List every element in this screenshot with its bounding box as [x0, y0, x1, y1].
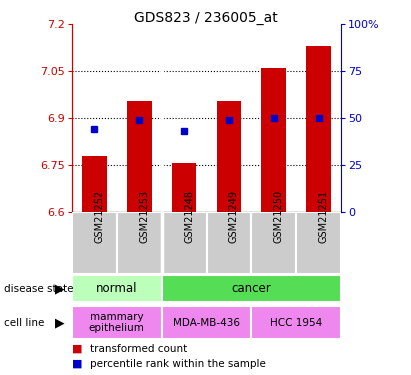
Bar [72, 306, 162, 339]
Text: HCC 1954: HCC 1954 [270, 318, 322, 327]
Text: GSM21250: GSM21250 [274, 190, 284, 243]
Text: disease state: disease state [4, 284, 74, 294]
Text: cell line: cell line [4, 318, 44, 327]
Text: GSM21252: GSM21252 [95, 190, 104, 243]
Bar [162, 275, 341, 302]
Text: GDS823 / 236005_at: GDS823 / 236005_at [134, 11, 277, 25]
Text: ■: ■ [72, 359, 83, 369]
Bar [261, 68, 286, 212]
Bar [252, 306, 341, 339]
Text: transformed count: transformed count [90, 344, 188, 354]
Text: GSM21249: GSM21249 [229, 190, 239, 243]
Bar [217, 101, 241, 212]
Bar [162, 306, 252, 339]
Text: ▶: ▶ [55, 282, 65, 295]
Text: MDA-MB-436: MDA-MB-436 [173, 318, 240, 327]
Text: percentile rank within the sample: percentile rank within the sample [90, 359, 266, 369]
Text: GSM21248: GSM21248 [184, 190, 194, 243]
Bar [162, 212, 206, 274]
Bar [206, 212, 252, 274]
Text: normal: normal [96, 282, 138, 295]
Bar [306, 46, 331, 212]
Text: ▶: ▶ [55, 316, 65, 329]
Text: ■: ■ [72, 344, 83, 354]
Bar [296, 212, 341, 274]
Bar [117, 212, 162, 274]
Bar [72, 212, 117, 274]
Bar [72, 275, 162, 302]
Text: GSM21251: GSM21251 [319, 190, 329, 243]
Bar [127, 101, 152, 212]
Text: GSM21253: GSM21253 [139, 190, 149, 243]
Bar [172, 164, 196, 212]
Text: cancer: cancer [231, 282, 271, 295]
Bar [82, 156, 107, 212]
Text: mammary
epithelium: mammary epithelium [89, 312, 145, 333]
Bar [252, 212, 296, 274]
